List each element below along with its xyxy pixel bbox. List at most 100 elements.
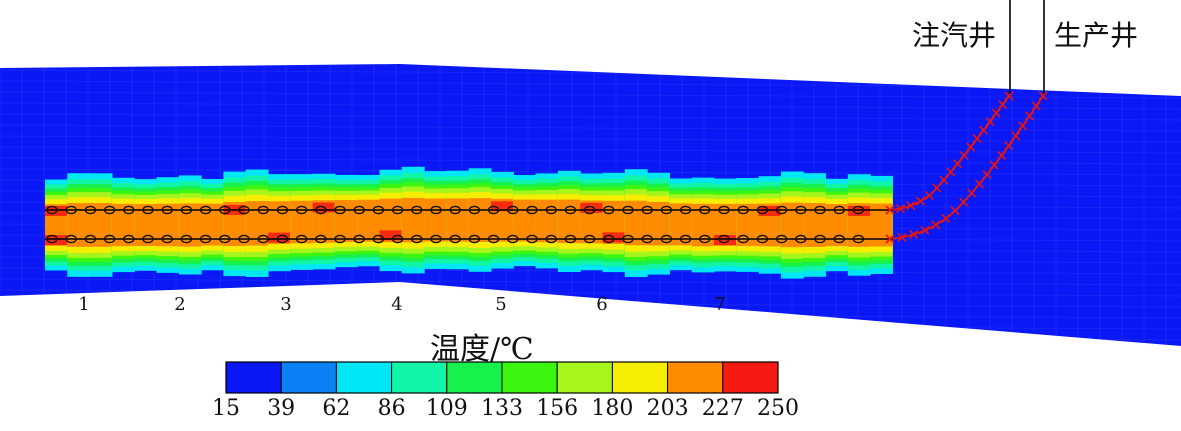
producer-build-marker (989, 160, 999, 170)
producer-perforation-marker (276, 234, 289, 244)
producer-build-marker (885, 234, 895, 244)
colorbar-tick-label: 203 (646, 396, 689, 421)
heat-core (446, 230, 470, 240)
grid-line-h (0, 278, 1181, 286)
colorbar-swatch (280, 361, 337, 394)
injector-perforation-marker (180, 205, 193, 215)
segment-label-4: 4 (391, 294, 403, 315)
grid-line-h (0, 91, 1181, 99)
heat-core (780, 206, 804, 216)
producer-perforation-marker (852, 234, 865, 244)
producer-well-label: 生产井 (1054, 19, 1139, 52)
producer-perforation-marker (46, 234, 58, 244)
injector-perforation-marker (372, 205, 385, 215)
producer-perforation-marker (391, 234, 404, 244)
injector-build-marker (952, 159, 963, 169)
injector-perforation-marker (795, 205, 807, 215)
producer-perforation-marker (814, 234, 826, 244)
heat-core (535, 230, 559, 241)
injector-perforation-marker (775, 205, 788, 215)
producer-perforation-marker (756, 234, 769, 244)
injector-perforation-marker (545, 205, 557, 215)
injector-build-marker (959, 150, 969, 160)
injector-build-marker (966, 142, 976, 152)
heat-core (557, 202, 581, 213)
producer-perforation-marker (583, 234, 596, 244)
injector-perforation-marker (411, 205, 423, 215)
injector-build-marker (939, 175, 949, 185)
heat-core (134, 235, 158, 245)
heat-core (178, 206, 202, 216)
injector-perforation-marker (391, 205, 404, 215)
heat-core (513, 230, 537, 241)
heat-core (714, 206, 737, 216)
injector-perforation-marker (103, 205, 116, 215)
injector-build-marker (906, 201, 916, 211)
injector-perforation-marker (238, 205, 250, 215)
injector-perforation-marker (487, 205, 500, 215)
colorbar-tick-label: 133 (481, 396, 523, 421)
colorbar-tick-label: 180 (591, 396, 634, 421)
producer-build-marker (897, 232, 907, 242)
legend-title: 温度/℃ (430, 332, 534, 367)
injector-perforation-marker (660, 205, 673, 215)
heat-core (401, 230, 425, 241)
segment-label-1: 1 (78, 294, 90, 315)
heat-core (780, 235, 804, 245)
injector-build-marker (924, 190, 934, 201)
producer-build-marker (941, 213, 951, 223)
injector-perforation-marker (603, 205, 615, 215)
injector-perforation-marker (756, 205, 769, 215)
injector-perforation-marker (583, 205, 596, 215)
injector-build-marker (915, 196, 925, 206)
heat-core (691, 206, 715, 216)
producer-perforation-marker (622, 234, 634, 244)
producer-perforation-marker (526, 234, 538, 244)
injector-perforation-marker (65, 205, 77, 215)
injector-perforation-marker (718, 205, 730, 215)
colorbar-tick-label: 62 (322, 396, 351, 421)
producer-perforation-marker (161, 234, 173, 244)
colorbar-swatch (611, 361, 669, 394)
heat-cell (892, 204, 893, 246)
producer-perforation-marker (679, 234, 692, 244)
heat-core (758, 206, 782, 216)
colorbar-swatch (225, 361, 282, 394)
producer-build-marker (931, 220, 941, 230)
producer-build-marker (967, 188, 977, 198)
heat-core (334, 231, 358, 241)
producer-perforation-marker (199, 234, 212, 244)
producer-perforation-marker (699, 234, 711, 244)
producer-build-marker (909, 229, 919, 239)
injector-perforation-marker (814, 205, 826, 215)
producer-perforation-marker (564, 234, 577, 244)
injector-perforation-marker (353, 205, 365, 215)
injector-build-marker (885, 205, 895, 215)
heat-core (847, 235, 871, 245)
colorbar-swatch (667, 361, 724, 394)
injector-perforation-marker (622, 205, 634, 215)
producer-perforation-marker (353, 234, 365, 244)
steam-chamber-heat (45, 166, 893, 279)
producer-perforation-marker (295, 234, 308, 244)
producer-build-marker (959, 197, 969, 207)
heat-core (847, 206, 871, 216)
producer-build-marker (1011, 131, 1021, 141)
producer-perforation-marker (545, 234, 557, 244)
heat-core (89, 206, 113, 216)
grid-line-h (0, 102, 1181, 110)
injector-perforation-marker (161, 205, 173, 215)
injector-perforation-marker (276, 205, 289, 215)
producer-perforation-marker (315, 234, 327, 244)
producer-perforation-marker (430, 234, 442, 244)
producer-perforation-marker (507, 234, 519, 244)
injector-perforation-marker (449, 205, 461, 215)
well-markers (46, 91, 1048, 244)
injector-perforation-marker (699, 205, 711, 215)
injector-build-marker (972, 134, 982, 144)
heat-core (468, 230, 492, 241)
injector-build-marker (946, 167, 956, 177)
producer-perforation-marker (219, 234, 231, 244)
injector-perforation-marker (257, 205, 269, 215)
